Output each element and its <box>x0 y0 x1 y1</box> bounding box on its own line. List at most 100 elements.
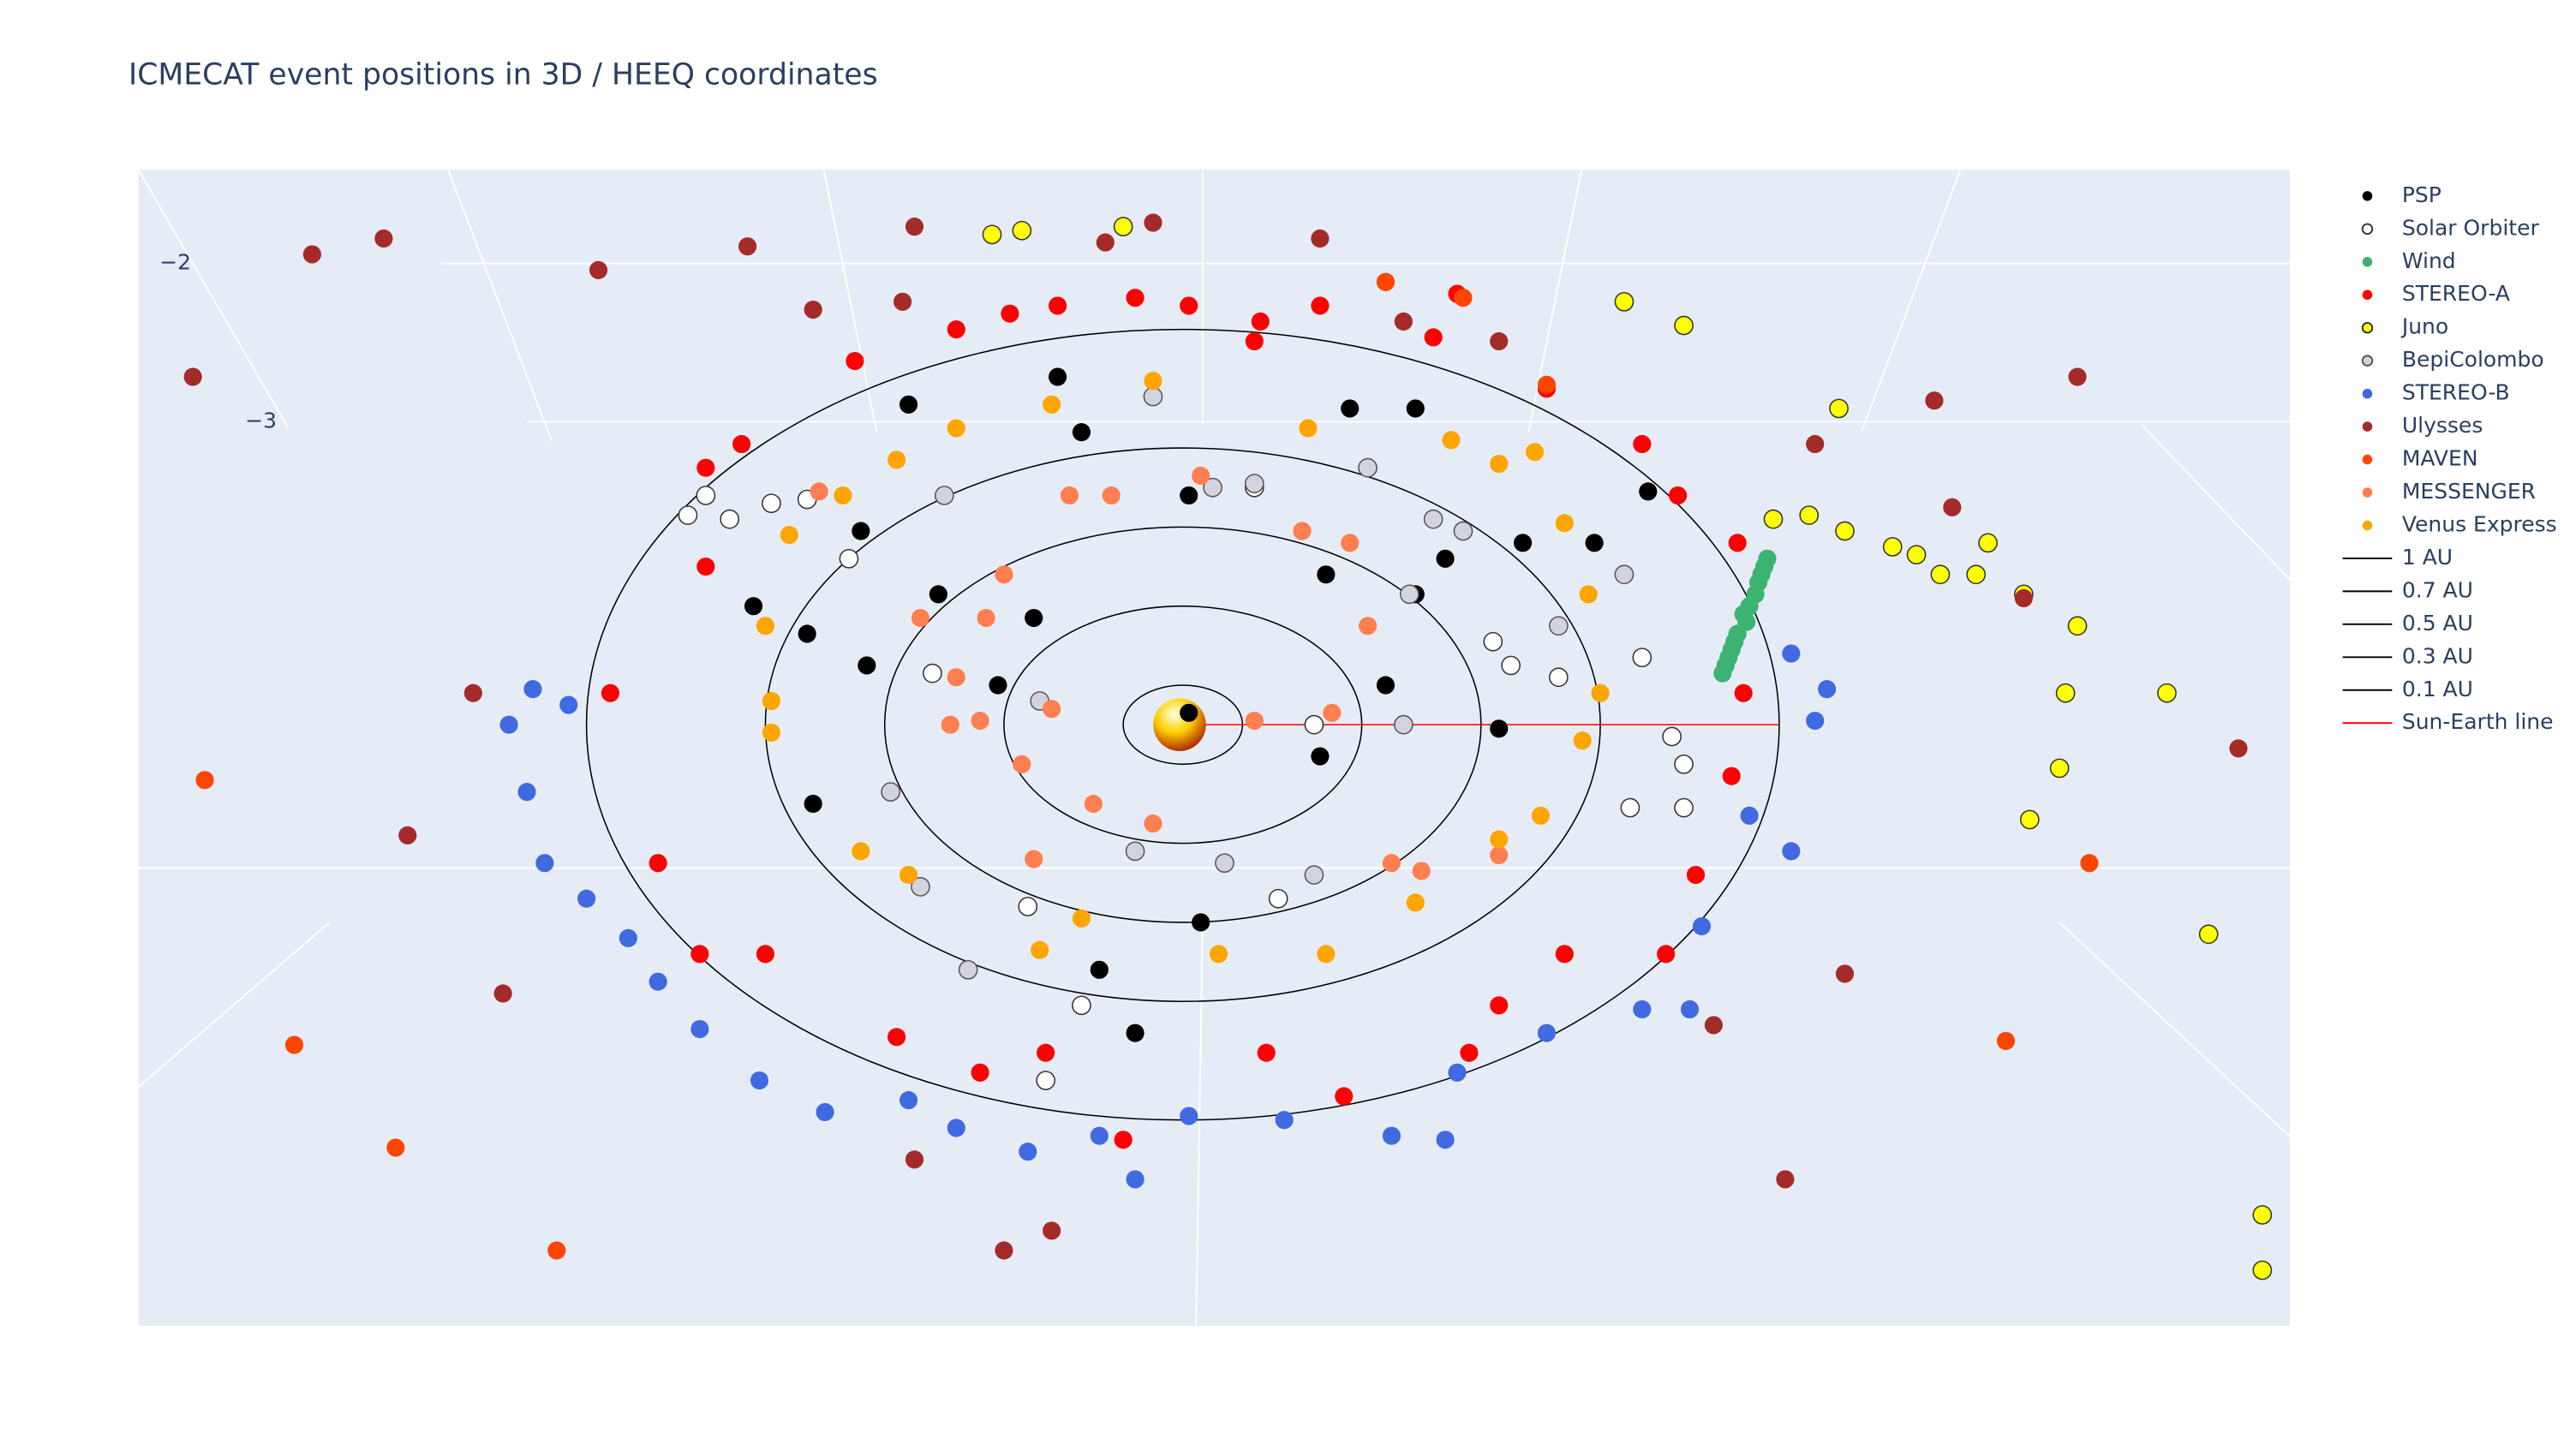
data-point <box>1394 714 1414 735</box>
data-point <box>1525 443 1545 462</box>
data-point <box>905 1150 924 1169</box>
data-point <box>1293 522 1312 540</box>
data-point <box>744 597 763 616</box>
data-point <box>1192 466 1210 485</box>
data-point <box>947 419 965 438</box>
data-point <box>1490 996 1509 1015</box>
data-point <box>1311 229 1330 248</box>
data-point <box>1490 845 1509 865</box>
sun <box>1153 698 1206 751</box>
data-point <box>1043 395 1061 414</box>
data-point <box>1713 664 1732 683</box>
data-point <box>852 522 870 540</box>
data-point <box>911 877 930 897</box>
legend-marker <box>2362 520 2373 531</box>
data-point <box>1245 711 1264 731</box>
data-point <box>1423 509 1443 529</box>
data-point <box>1311 747 1330 766</box>
data-point <box>1531 806 1551 825</box>
legend-label: BepiColombo <box>2402 347 2544 372</box>
data-point <box>1829 398 1849 419</box>
data-point <box>846 351 864 371</box>
legend-label: STEREO-B <box>2402 380 2510 405</box>
data-point <box>1490 454 1509 474</box>
data-point <box>1180 296 1198 315</box>
data-point <box>1674 797 1694 818</box>
data-point <box>1125 841 1145 862</box>
data-point <box>1382 1126 1401 1145</box>
data-point <box>1514 534 1533 552</box>
data-point <box>1782 644 1801 663</box>
data-point <box>929 585 947 604</box>
legend-marker <box>2362 191 2373 201</box>
data-point <box>1799 505 1820 525</box>
data-point <box>547 1241 566 1260</box>
data-point <box>1573 731 1592 750</box>
z-tick-label: −3 <box>245 408 277 433</box>
data-point <box>1657 945 1676 964</box>
data-point <box>1072 423 1091 442</box>
data-point <box>1090 1126 1109 1145</box>
data-point <box>1483 631 1503 652</box>
data-point <box>374 229 393 248</box>
legend-label: Ulysses <box>2402 413 2483 438</box>
data-point <box>905 218 924 236</box>
data-point <box>1018 897 1038 916</box>
data-point <box>2014 588 2033 608</box>
data-point <box>1674 754 1694 774</box>
data-point <box>1036 1071 1055 1090</box>
data-point <box>1192 913 1210 932</box>
data-point <box>1406 893 1425 912</box>
data-point <box>989 676 1007 695</box>
legend-marker <box>2361 355 2374 367</box>
data-point <box>1060 486 1079 505</box>
data-point <box>750 1071 769 1090</box>
data-point <box>284 1035 304 1054</box>
data-point <box>1490 719 1509 738</box>
data-point <box>947 668 965 687</box>
data-point <box>1406 399 1425 418</box>
data-point <box>559 695 578 714</box>
data-point <box>1782 842 1801 861</box>
data-point <box>1012 220 1032 241</box>
data-point <box>1632 647 1653 668</box>
data-point <box>1454 289 1473 307</box>
data-point <box>1501 655 1521 676</box>
data-point <box>696 557 715 576</box>
data-point <box>1537 375 1556 394</box>
data-point <box>1943 498 1962 516</box>
data-point <box>1084 794 1103 814</box>
data-point <box>947 1119 965 1137</box>
data-point <box>1049 367 1067 386</box>
data-point <box>1614 291 1635 312</box>
plot-area <box>183 213 2291 1280</box>
data-point <box>1013 755 1031 773</box>
data-point <box>2055 683 2076 703</box>
data-point <box>1126 289 1145 307</box>
data-point <box>1763 509 1784 529</box>
data-point <box>1019 1143 1037 1161</box>
data-point <box>1072 909 1091 928</box>
data-point <box>517 783 536 802</box>
data-point <box>911 608 930 628</box>
data-point <box>1376 272 1396 291</box>
data-point <box>1740 806 1759 825</box>
data-point <box>1930 564 1951 585</box>
data-point <box>2080 854 2099 873</box>
data-point <box>1143 386 1163 407</box>
data-point <box>738 237 757 256</box>
data-point <box>1835 521 1855 541</box>
data-point <box>899 865 918 885</box>
data-point <box>1734 683 1753 702</box>
legend-marker <box>2362 388 2373 399</box>
legend-marker <box>2362 421 2373 432</box>
data-point <box>183 367 202 386</box>
data-point <box>894 292 912 311</box>
legend-label: 0.1 AU <box>2402 677 2473 701</box>
data-point <box>1399 584 1419 605</box>
chart-title: ICMECAT event positions in 3D / HEEQ coo… <box>128 57 878 92</box>
data-point <box>1674 315 1694 336</box>
data-point <box>804 794 822 814</box>
data-point <box>195 771 214 790</box>
legend-marker <box>2362 487 2373 498</box>
